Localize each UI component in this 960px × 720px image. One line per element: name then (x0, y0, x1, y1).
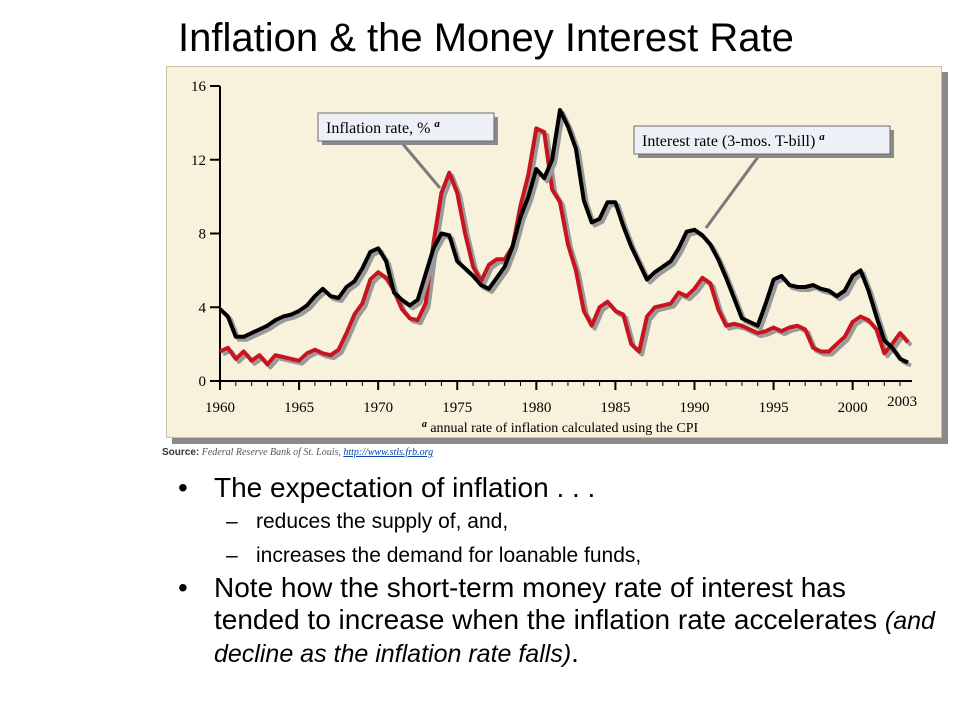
chart-callouts: Inflation rate, % a Interest rate (3-mos… (317, 112, 894, 229)
sub-bullet-supply-text: reduces the supply of, and, (256, 510, 509, 533)
bullet-dot: • (178, 572, 188, 603)
chart-lines (218, 108, 913, 370)
interest-callout-box (633, 125, 891, 155)
x-tick-label: 1975 (442, 400, 472, 416)
interest-rate-line (218, 108, 909, 365)
x-tick-label: 1980 (521, 400, 551, 416)
bullet-list: • The expectation of inflation . . . – r… (178, 472, 938, 670)
y-tick-label: 4 (199, 300, 207, 316)
inflation-line (219, 126, 910, 367)
bullet-note: • Note how the short-term money rate of … (178, 572, 938, 670)
bullet-dot: • (178, 472, 188, 503)
x-tick-label: 1995 (759, 400, 789, 416)
x-tick-label: 1990 (679, 400, 709, 416)
x-tick-label: 1985 (600, 400, 630, 416)
bullet-note-text: Note how the short-term money rate of in… (214, 572, 885, 635)
callout-text: Inflation rate, % (326, 120, 434, 137)
chart-axes: 0 4 8 12 16 1960 1965 1970 1975 1980 1985 1990 1995 2… (191, 79, 917, 416)
source-note: Source: Federal Reserve Bank of St. Loui… (162, 447, 433, 458)
bullet-note-end: . (571, 637, 579, 668)
slide-title: Inflation & the Money Interest Rate (178, 16, 794, 60)
footnote-marker: a (422, 419, 427, 430)
source-label: Source: (162, 447, 200, 458)
sub-bullet-dash: – (226, 544, 238, 567)
footnote-marker: a (819, 131, 825, 143)
x-tick-label: 2003 (887, 394, 917, 410)
y-tick-label: 12 (191, 153, 206, 169)
inflation-callout-label: Inflation rate, % a (326, 118, 440, 137)
bullet-expectation-text: The expectation of inflation . . . (214, 472, 596, 503)
chart-footnote: a annual rate of inflation calculated us… (422, 419, 699, 436)
sub-bullet-demand-text: increases the demand for loanable funds, (256, 544, 642, 567)
y-tick-label: 16 (191, 79, 207, 95)
bullet-note-italic: (and decline as the inflation rate falls… (214, 607, 935, 668)
inflation-line-shadow (222, 129, 913, 370)
y-tick-label: 8 (199, 227, 207, 243)
y-tick-label: 0 (199, 374, 207, 390)
x-tick-label: 1970 (363, 400, 393, 416)
source-text: Federal Reserve Bank of St. Louis, (201, 447, 341, 458)
sub-bullet-dash: – (226, 510, 238, 533)
inflation-callout-pointer (400, 142, 442, 189)
x-tick-label: 1960 (205, 400, 235, 416)
sub-bullet-supply: – reduces the supply of, and, (178, 508, 938, 536)
interest-callout-pointer (704, 156, 760, 229)
footnote-text: annual rate of inflation calculated usin… (427, 421, 699, 436)
sub-bullet-demand: – increases the demand for loanable fund… (178, 542, 938, 570)
bullet-expectation: • The expectation of inflation . . . (178, 472, 938, 504)
line-chart: 0 4 8 12 16 1960 1965 1970 1975 1980 1985 1990 1995 2… (191, 79, 917, 436)
footnote-marker: a (434, 118, 440, 130)
source-link[interactable]: http://www.stls.frb.org (343, 447, 434, 458)
x-tick-label: 1965 (284, 400, 314, 416)
callout-text: Interest rate (3-mos. T-bill) (642, 133, 819, 150)
x-tick-label: 2000 (838, 400, 868, 416)
inflation-callout-box (317, 112, 495, 142)
interest-callout-label: Interest rate (3-mos. T-bill) a (642, 131, 825, 150)
